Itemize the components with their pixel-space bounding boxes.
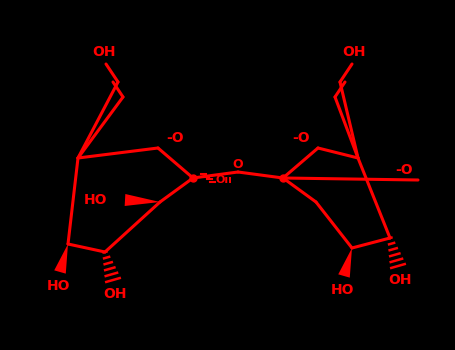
Text: HO: HO: [84, 193, 107, 207]
Text: OH: OH: [342, 45, 366, 59]
Polygon shape: [338, 248, 352, 278]
Text: OH: OH: [92, 45, 116, 59]
Text: -O: -O: [166, 131, 184, 145]
Text: O: O: [233, 158, 243, 170]
Text: OH: OH: [388, 273, 412, 287]
Polygon shape: [125, 194, 160, 206]
Text: OH: OH: [103, 287, 127, 301]
Polygon shape: [54, 244, 68, 274]
Text: Oıı: Oıı: [215, 175, 232, 185]
Text: -O: -O: [293, 131, 310, 145]
Text: HO: HO: [330, 283, 354, 297]
Text: HO: HO: [46, 279, 70, 293]
Text: -O: -O: [395, 163, 413, 177]
